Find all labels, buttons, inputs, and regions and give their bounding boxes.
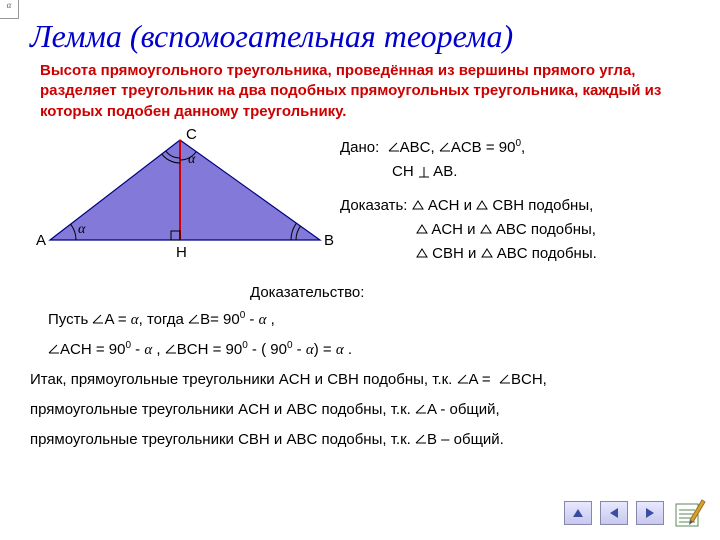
proof-body: Пусть A = α, тогда B= 900 - α , ACH = 90… bbox=[0, 305, 720, 455]
triangle-diagram: A B C H α α bbox=[30, 130, 340, 280]
angle-alpha-a: α bbox=[78, 222, 85, 238]
triangle-icon bbox=[416, 224, 428, 234]
prove-line2: ACH и ABC подобны, bbox=[340, 218, 597, 242]
given-label: Дано: bbox=[340, 139, 379, 156]
triangle-icon bbox=[476, 200, 488, 210]
nav-prev-button[interactable] bbox=[600, 501, 628, 525]
prove-label: Доказать: bbox=[340, 197, 407, 214]
angle-icon bbox=[48, 344, 60, 354]
perp-icon bbox=[418, 162, 430, 174]
proof-p5: прямоугольные треугольники CBH и ABC под… bbox=[30, 425, 690, 455]
page-title: Лемма (вспомогательная теорема) bbox=[0, 0, 720, 61]
angle-icon bbox=[457, 374, 469, 384]
triangle-icon bbox=[412, 200, 424, 210]
nav-controls bbox=[564, 496, 706, 530]
corner-alpha: α bbox=[7, 0, 12, 10]
angle-icon bbox=[415, 404, 427, 414]
lemma-statement: Высота прямоугольного треугольника, пров… bbox=[0, 61, 720, 122]
page-corner: α bbox=[0, 0, 19, 19]
vertex-c: C bbox=[186, 126, 197, 143]
triangle-icon bbox=[480, 224, 492, 234]
angle-icon bbox=[188, 314, 200, 324]
triangle-icon bbox=[481, 248, 493, 258]
given-prove-block: Дано: ABC, ACB = 900, CH AB. Доказать: A… bbox=[340, 130, 597, 280]
angle-icon bbox=[415, 434, 427, 444]
angle-icon bbox=[92, 314, 104, 324]
angle-icon bbox=[499, 374, 511, 384]
notes-icon bbox=[672, 496, 706, 530]
proof-p3: Итак, прямоугольные треугольники ACH и C… bbox=[30, 365, 690, 395]
proof-p4: прямоугольные треугольники ACH и ABC под… bbox=[30, 395, 690, 425]
triangle-icon bbox=[416, 248, 428, 258]
angle-icon bbox=[165, 344, 177, 354]
nav-up-button[interactable] bbox=[564, 501, 592, 525]
angle-icon bbox=[388, 142, 400, 152]
nav-next-button[interactable] bbox=[636, 501, 664, 525]
foot-h: H bbox=[176, 244, 187, 261]
given-line2: CH AB. bbox=[340, 160, 597, 184]
given-line1: Дано: ABC, ACB = 900, bbox=[340, 136, 597, 160]
proof-p2: ACH = 900 - α , BCH = 900 - ( 900 - α) =… bbox=[30, 335, 690, 365]
vertex-a: A bbox=[36, 232, 46, 249]
vertex-b: B bbox=[324, 232, 334, 249]
prove-line3: CBH и ABC подобны. bbox=[340, 242, 597, 266]
angle-icon bbox=[439, 142, 451, 152]
angle-alpha-c: α bbox=[188, 152, 195, 168]
prove-line1: Доказать: ACH и CBH подобны, bbox=[340, 194, 597, 218]
proof-p1: Пусть A = α, тогда B= 900 - α , bbox=[30, 305, 690, 335]
proof-heading: Доказательство: bbox=[0, 280, 720, 305]
